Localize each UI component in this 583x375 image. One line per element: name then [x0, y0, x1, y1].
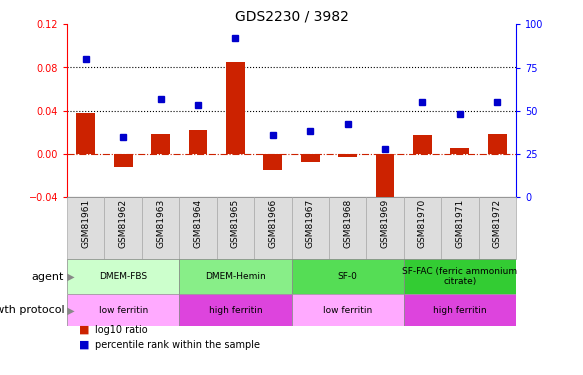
- Text: SF-FAC (ferric ammonium
citrate): SF-FAC (ferric ammonium citrate): [402, 267, 517, 286]
- Bar: [292, 259, 403, 294]
- Text: GSM81971: GSM81971: [455, 199, 464, 248]
- Text: log10 ratio: log10 ratio: [95, 325, 147, 335]
- Text: GSM81964: GSM81964: [194, 199, 202, 248]
- Bar: [179, 294, 292, 326]
- Text: low ferritin: low ferritin: [323, 306, 372, 315]
- Bar: [403, 197, 441, 259]
- Text: ■: ■: [79, 325, 89, 335]
- Text: agent: agent: [31, 272, 64, 282]
- Bar: [67, 259, 179, 294]
- Bar: [104, 197, 142, 259]
- Text: ■: ■: [79, 340, 89, 350]
- Bar: [413, 135, 432, 154]
- Bar: [292, 294, 403, 326]
- Bar: [189, 130, 208, 154]
- Text: DMEM-Hemin: DMEM-Hemin: [205, 272, 266, 281]
- Bar: [338, 154, 357, 157]
- Bar: [441, 197, 479, 259]
- Bar: [179, 259, 292, 294]
- Bar: [488, 134, 507, 154]
- Text: GSM81966: GSM81966: [268, 199, 278, 248]
- Bar: [375, 154, 394, 216]
- Text: ▶: ▶: [64, 272, 75, 282]
- Bar: [451, 148, 469, 154]
- Text: GSM81963: GSM81963: [156, 199, 165, 248]
- Bar: [217, 197, 254, 259]
- Text: high ferritin: high ferritin: [433, 306, 487, 315]
- Bar: [226, 62, 245, 154]
- Text: GSM81968: GSM81968: [343, 199, 352, 248]
- Text: GSM81969: GSM81969: [381, 199, 389, 248]
- Text: GSM81972: GSM81972: [493, 199, 502, 248]
- Bar: [264, 154, 282, 170]
- Text: percentile rank within the sample: percentile rank within the sample: [95, 340, 260, 350]
- Bar: [403, 259, 516, 294]
- Text: GSM81961: GSM81961: [81, 199, 90, 248]
- Text: DMEM-FBS: DMEM-FBS: [99, 272, 147, 281]
- Text: GSM81970: GSM81970: [418, 199, 427, 248]
- Bar: [151, 134, 170, 154]
- Bar: [76, 113, 95, 154]
- Text: GSM81965: GSM81965: [231, 199, 240, 248]
- Bar: [114, 154, 132, 166]
- Bar: [479, 197, 516, 259]
- Text: ▶: ▶: [64, 305, 75, 315]
- Bar: [366, 197, 403, 259]
- Bar: [180, 197, 217, 259]
- Text: high ferritin: high ferritin: [209, 306, 262, 315]
- Title: GDS2230 / 3982: GDS2230 / 3982: [234, 9, 349, 23]
- Bar: [142, 197, 180, 259]
- Bar: [292, 197, 329, 259]
- Text: GSM81962: GSM81962: [119, 199, 128, 248]
- Text: low ferritin: low ferritin: [99, 306, 147, 315]
- Bar: [329, 197, 366, 259]
- Text: growth protocol: growth protocol: [0, 305, 64, 315]
- Bar: [67, 294, 179, 326]
- Text: GSM81967: GSM81967: [305, 199, 315, 248]
- Bar: [254, 197, 292, 259]
- Bar: [67, 197, 104, 259]
- Bar: [301, 154, 319, 162]
- Text: SF-0: SF-0: [338, 272, 357, 281]
- Bar: [403, 294, 516, 326]
